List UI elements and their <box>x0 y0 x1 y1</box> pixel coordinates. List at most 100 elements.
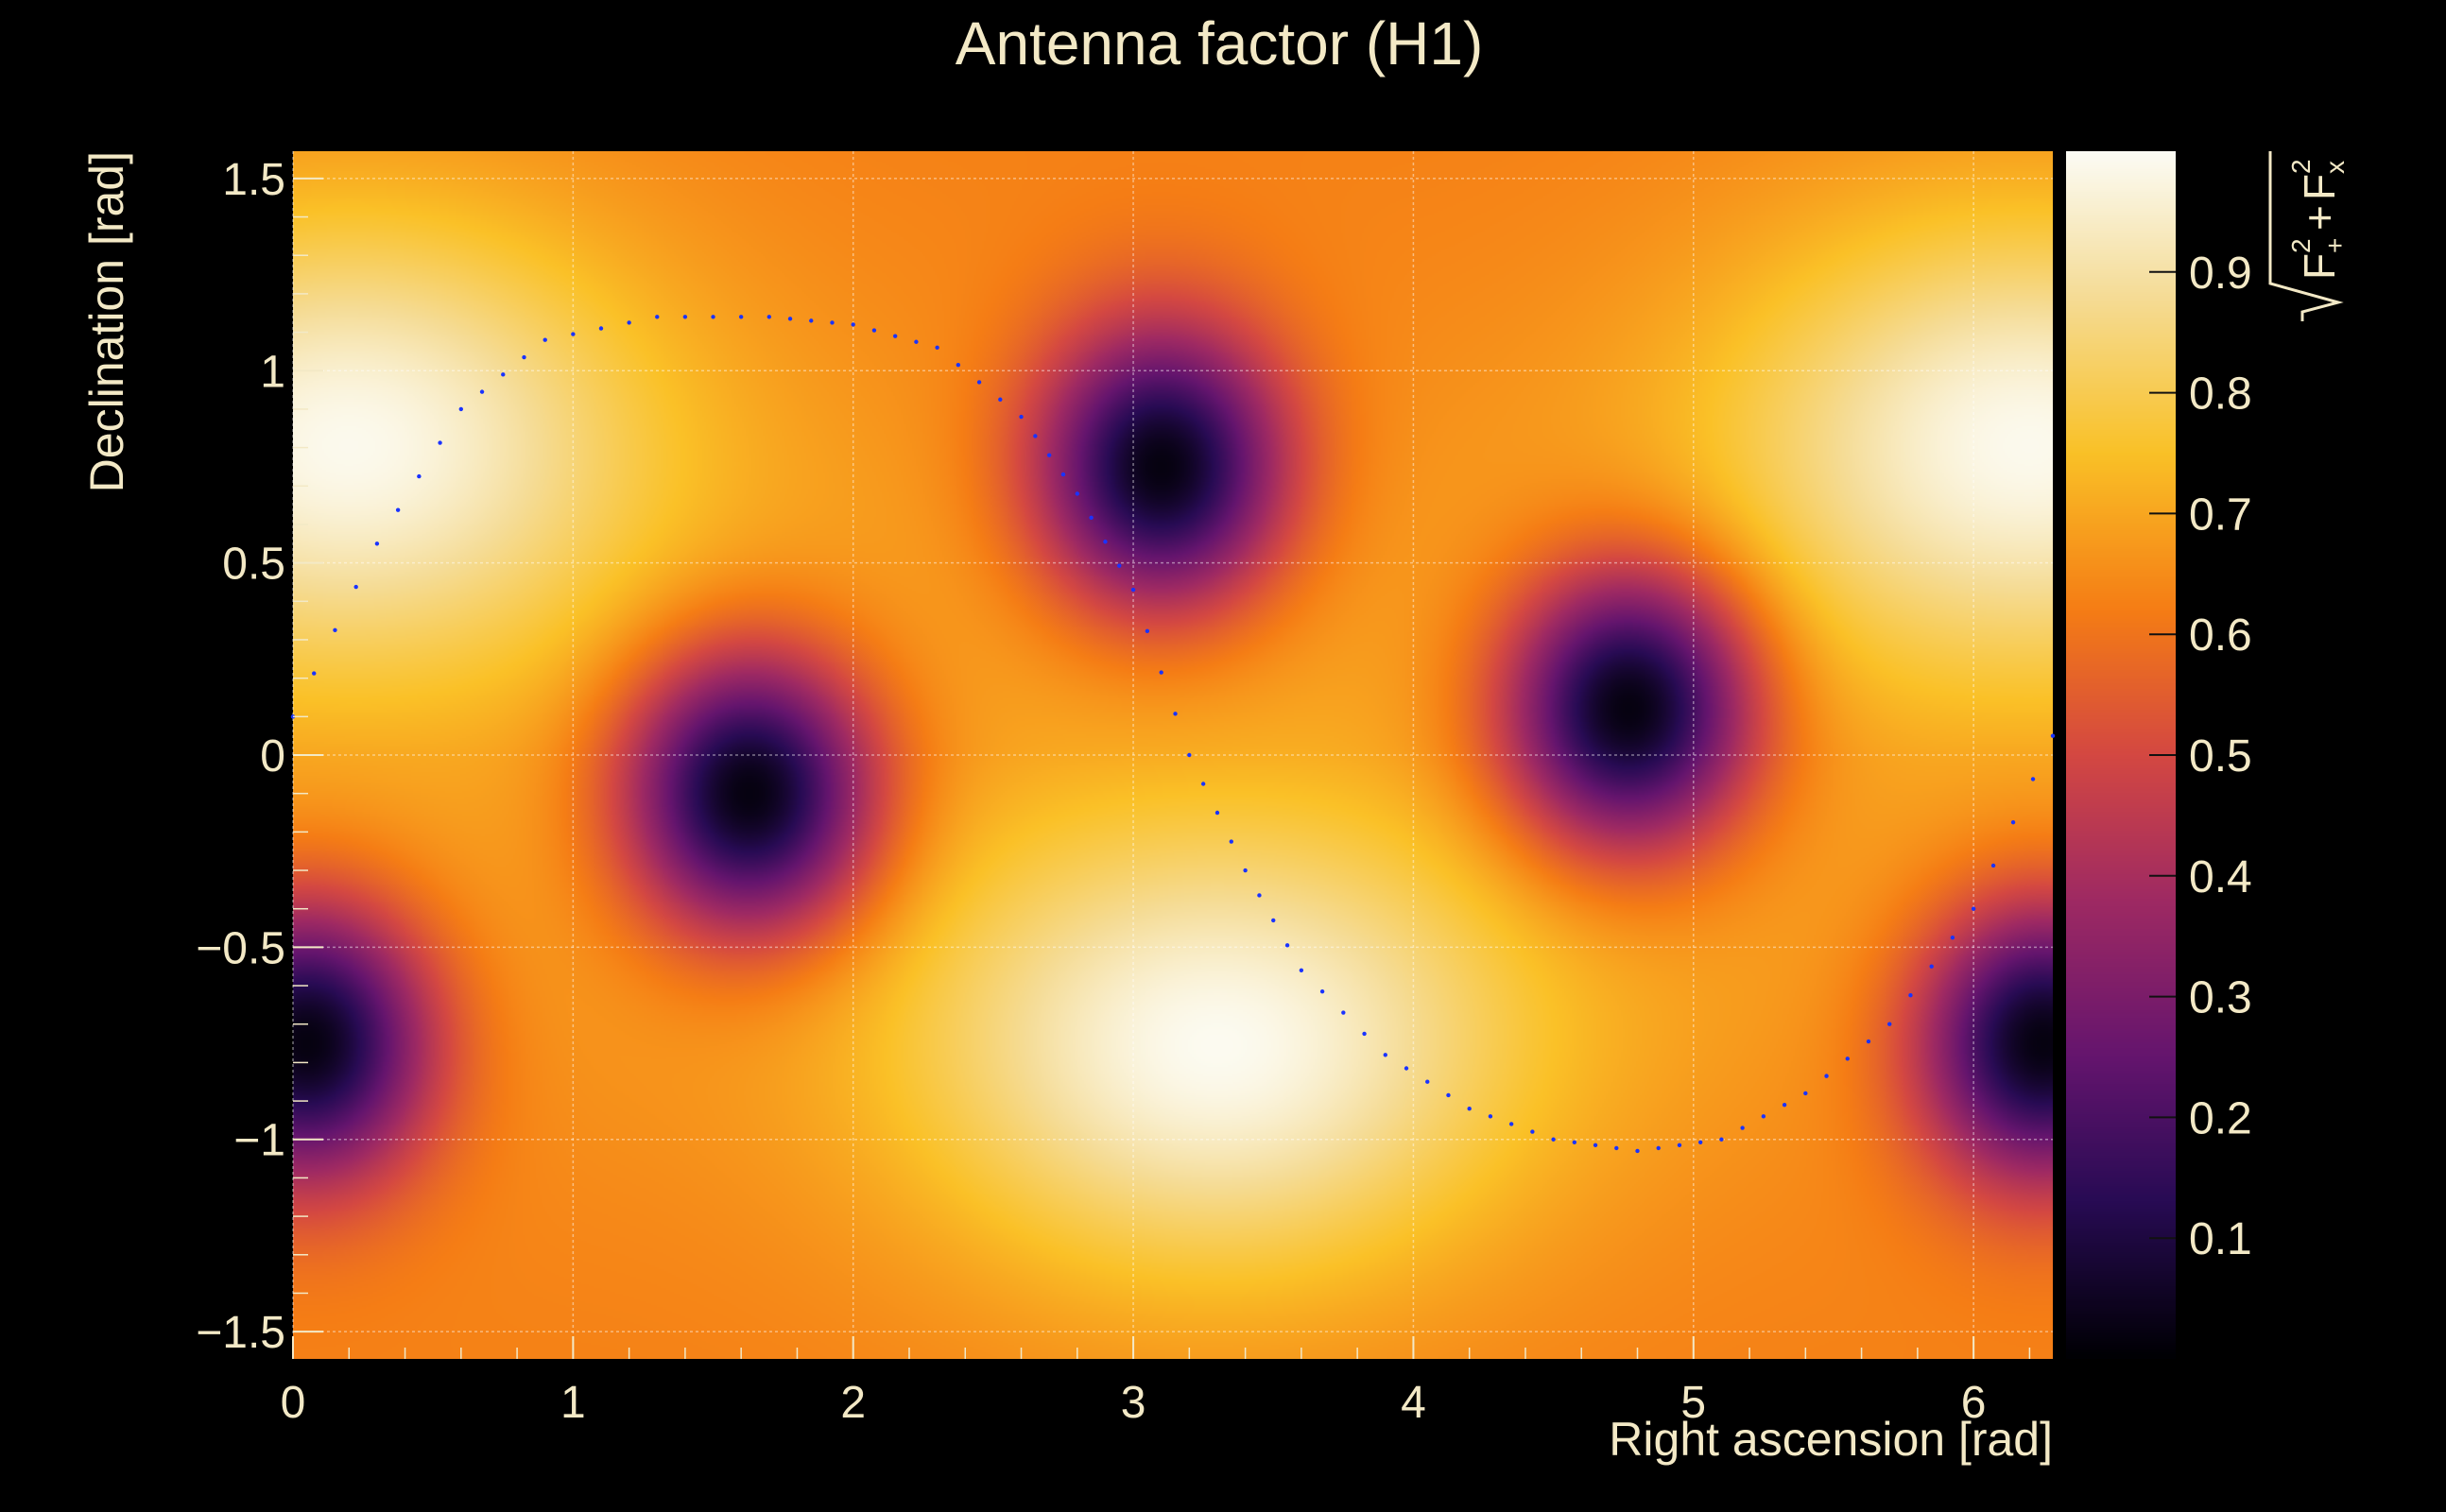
overlay-point <box>458 406 464 412</box>
colorbar-ticks: 0.1 0.2 0.3 0.4 0.5 0.6 0.7 0.8 0.9 <box>2149 249 2252 1264</box>
overlay-point <box>1551 1137 1556 1142</box>
overlay-point <box>438 440 442 445</box>
y-axis-ticks: −1.5 −1 −0.5 0 0.5 1 1.5 <box>196 155 323 1358</box>
overlay-point <box>1103 540 1108 544</box>
overlay-point <box>1173 712 1178 716</box>
overlay-point <box>1761 1114 1766 1119</box>
overlay-point <box>1593 1143 1598 1148</box>
colorbar-tick-label: 0.6 <box>2189 610 2252 661</box>
overlay-point <box>998 397 1003 402</box>
colorbar-tick-label: 0.2 <box>2189 1093 2252 1143</box>
overlay-point <box>1950 936 1955 940</box>
overlay-point <box>935 345 939 351</box>
x-tick-label: 6 <box>1961 1378 1987 1428</box>
overlay-point <box>1033 434 1038 438</box>
overlay-point <box>1782 1102 1787 1108</box>
overlay-point <box>1467 1107 1472 1111</box>
overlay-point <box>312 671 317 676</box>
overlay-point <box>787 317 793 321</box>
y-tick-label: 1 <box>260 347 285 397</box>
overlay-point <box>871 328 877 333</box>
grid-lines <box>292 151 2053 1359</box>
overlay-point <box>851 322 855 327</box>
overlay-point <box>627 320 631 325</box>
overlay-point <box>1887 1022 1892 1026</box>
overlay-point <box>1635 1148 1640 1154</box>
colorbar-tick-label: 0.9 <box>2189 249 2252 299</box>
overlay-point <box>333 627 337 633</box>
colorbar-tick-label: 0.3 <box>2189 973 2252 1023</box>
svg-text:+: + <box>2295 205 2344 231</box>
overlay-point <box>1824 1074 1829 1078</box>
colorbar-tick-label: 0.1 <box>2189 1214 2252 1264</box>
overlay-point <box>353 584 358 590</box>
overlay-point <box>1530 1129 1535 1134</box>
overlay-point <box>1075 491 1079 496</box>
svg-text:F: F <box>2295 174 2344 200</box>
colorbar-tick-label: 0.4 <box>2189 852 2252 902</box>
x-tick-label: 3 <box>1121 1378 1146 1428</box>
y-axis-label: Declination [rad] <box>80 151 133 492</box>
overlay-point <box>830 320 835 325</box>
overlay-point <box>1383 1053 1387 1057</box>
overlay-point <box>956 362 961 368</box>
y-tick-label: 0 <box>260 731 285 782</box>
overlay-point <box>1257 893 1262 898</box>
overlay-point <box>767 315 772 319</box>
overlay-point <box>682 315 688 319</box>
x-tick-label: 2 <box>840 1378 866 1428</box>
overlay-point <box>522 354 526 360</box>
overlay-point <box>1425 1079 1430 1084</box>
overlay-point <box>1341 1010 1346 1015</box>
overlay-point <box>1697 1140 1703 1144</box>
y-tick-label: −1.5 <box>196 1308 285 1358</box>
overlay-point <box>1488 1114 1493 1119</box>
overlay-point <box>395 507 401 512</box>
overlay-point <box>1284 943 1290 948</box>
overlay-point <box>976 380 982 385</box>
overlay-point <box>1677 1143 1682 1148</box>
overlay-point <box>2010 819 2016 825</box>
overlay-point <box>1200 782 1206 786</box>
overlay-point <box>1019 414 1024 420</box>
svg-text:x: x <box>2320 161 2350 174</box>
overlay-point <box>1990 863 1996 868</box>
overlay-point <box>543 337 547 342</box>
overlay-point <box>1908 993 1913 998</box>
overlay-point <box>892 334 898 338</box>
overlay-point <box>2050 733 2056 738</box>
overlay-point <box>1572 1140 1577 1144</box>
overlay-point <box>1866 1039 1871 1044</box>
overlay-point <box>1362 1031 1367 1037</box>
x-axis-ticks: 0 1 2 3 4 5 6 <box>281 1336 2031 1428</box>
x-tick-label: 5 <box>1680 1378 1706 1428</box>
sqrt-symbol <box>2268 151 2344 321</box>
overlay-point <box>1740 1125 1745 1130</box>
overlay-point <box>1508 1122 1514 1126</box>
overlay-point <box>1046 453 1052 457</box>
overlay-point <box>1243 868 1248 873</box>
overlay-point <box>374 541 380 546</box>
overlay-point <box>1929 964 1934 969</box>
colorbar-tick-label: 0.5 <box>2189 731 2252 782</box>
overlay-point <box>2030 777 2036 782</box>
chart-title: Antenna factor (H1) <box>956 9 1484 77</box>
overlay-dotted-curve <box>290 315 2056 1154</box>
overlay-point <box>417 473 422 479</box>
overlay-point <box>1803 1091 1808 1096</box>
overlay-point <box>1159 670 1163 675</box>
overlay-point <box>1719 1137 1724 1142</box>
overlay-point <box>1117 563 1122 568</box>
overlay-point <box>1446 1092 1451 1098</box>
colorbar-tick-label: 0.8 <box>2189 369 2252 420</box>
overlay-point <box>809 318 814 323</box>
x-tick-label: 0 <box>281 1378 306 1428</box>
overlay-point <box>1089 515 1094 521</box>
overlay-point <box>1971 906 1976 911</box>
y-tick-label: −0.5 <box>196 923 285 973</box>
overlay-point <box>655 315 660 319</box>
overlay-point <box>1319 988 1325 994</box>
heatmap-plot-area <box>293 151 2053 1359</box>
